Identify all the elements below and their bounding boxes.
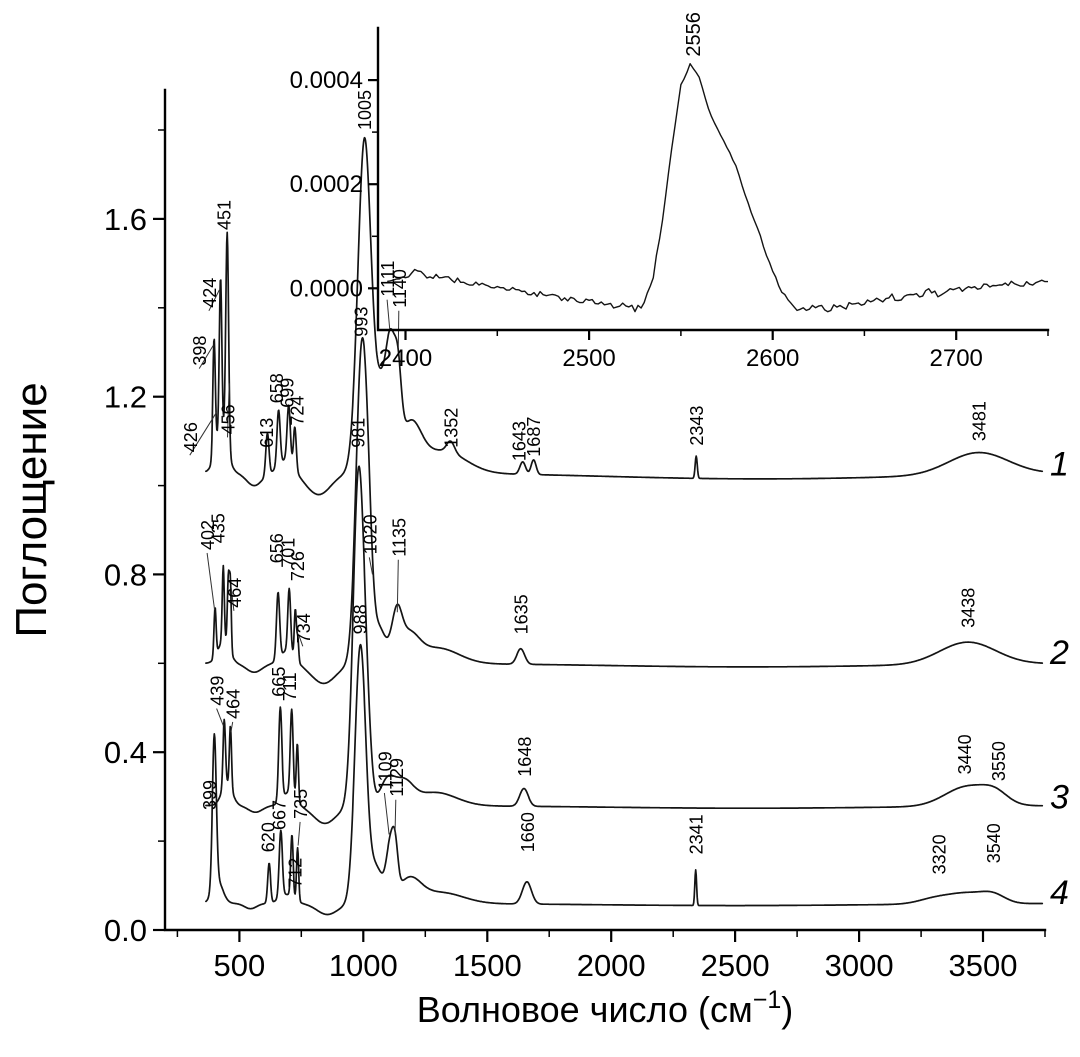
peak-label-1687: 1687 — [524, 417, 544, 457]
y-tick-label: 0.8 — [104, 557, 147, 592]
peak-label-1135: 1135 — [389, 518, 409, 557]
inset-spectrum-curve — [387, 63, 1048, 313]
peak-label-464: 464 — [224, 689, 244, 719]
x-tick-label: 2500 — [701, 948, 770, 983]
peak-label-724: 724 — [288, 396, 308, 426]
peak-label-726: 726 — [288, 551, 308, 581]
peak-label-981: 981 — [349, 418, 369, 448]
peak-label-712: 712 — [285, 858, 305, 888]
peak-label-1140: 1140 — [390, 269, 410, 308]
x-tick-label: 3000 — [825, 948, 894, 983]
peak-label-1352: 1352 — [442, 408, 462, 448]
x-tick-label: 1000 — [329, 948, 398, 983]
peak-label-658: 658 — [267, 373, 287, 403]
peak-label-1660: 1660 — [518, 812, 538, 852]
y-tick-label: 1.2 — [104, 380, 147, 415]
inset-y-tick-label: 0.0004 — [290, 67, 363, 94]
peak-label-1643: 1643 — [510, 421, 530, 461]
peak-label-1020: 1020 — [360, 514, 380, 554]
peak-label-711: 711 — [280, 672, 300, 701]
y-tick-label: 0.4 — [104, 735, 147, 770]
spectrum-curve-2 — [205, 336, 1044, 685]
peak-label-656: 656 — [267, 533, 287, 563]
peak-label-2343: 2343 — [687, 406, 707, 446]
inset-x-tick-label: 2700 — [930, 345, 983, 372]
inset-x-tick-label: 2600 — [746, 345, 799, 372]
x-axis-title: Волновое число (см−1) — [417, 986, 793, 1030]
peak-label-398: 398 — [190, 336, 210, 366]
curve-number-2: 2 — [1049, 634, 1069, 672]
peak-label-3481: 3481 — [969, 401, 989, 441]
curve-number-1: 1 — [1050, 445, 1069, 483]
spectrum-curve-1 — [205, 136, 1044, 496]
x-tick-label: 3500 — [949, 948, 1018, 983]
spectrum-curve-3 — [205, 465, 1044, 825]
peak-label-701: 701 — [279, 538, 299, 568]
peak-label-2341: 2341 — [687, 814, 707, 854]
peak-label-699: 699 — [278, 378, 298, 408]
peak-label-988: 988 — [350, 604, 370, 634]
peak-label-3550: 3550 — [989, 741, 1009, 781]
y-tick-label: 1.6 — [104, 202, 147, 237]
spectrum-curve-4 — [205, 643, 1044, 916]
peak-label-3440: 3440 — [955, 734, 975, 774]
y-tick-label: 0.0 — [104, 913, 147, 948]
peak-label-1635: 1635 — [512, 594, 532, 634]
inset-plot: 2400 2500 2600 2700 0.0000 0.0002 0.0004 2556 — [290, 12, 1050, 372]
peak-label-456: 456 — [219, 404, 239, 434]
main-axes: 500 1000 1500 2000 2500 3000 3500 0.0 0.4 0.8 1.2 1… — [104, 88, 1047, 983]
peak-label-1129: 1129 — [387, 758, 407, 797]
peak-label-3320: 3320 — [929, 834, 949, 874]
inset-y-tick-label: 0.0002 — [290, 171, 363, 198]
curve-number-4: 4 — [1050, 874, 1069, 912]
peak-label-735: 735 — [291, 789, 311, 819]
peak-label-426: 426 — [181, 422, 201, 452]
peak-label-3438: 3438 — [959, 588, 979, 628]
peak-label-424: 424 — [200, 278, 220, 308]
inset-peak-label-2556: 2556 — [683, 12, 705, 57]
peak-label-734: 734 — [294, 613, 314, 643]
peak-label-1005: 1005 — [355, 90, 375, 130]
y-axis-title: Поглощение — [7, 382, 56, 637]
peak-label-1648: 1648 — [515, 737, 535, 777]
inset-x-tick-label: 2500 — [562, 345, 615, 372]
peak-label-464: 464 — [225, 578, 245, 608]
x-tick-label: 500 — [214, 948, 266, 983]
peak-label-402: 402 — [198, 520, 218, 550]
inset-y-tick-label: 0.0000 — [290, 275, 363, 302]
peak-label-439: 439 — [208, 676, 228, 706]
peak-label-993: 993 — [352, 307, 372, 337]
peak-label-399: 399 — [200, 780, 220, 810]
inset-x-tick-label: 2400 — [379, 345, 432, 372]
peak-label-451: 451 — [215, 200, 235, 230]
peak-label-1111: 1111 — [378, 261, 398, 297]
peak-label-613: 613 — [257, 418, 277, 448]
x-tick-label: 1500 — [453, 948, 522, 983]
peak-label-3540: 3540 — [984, 823, 1004, 863]
curve-number-3: 3 — [1050, 779, 1069, 817]
x-tick-label: 2000 — [577, 948, 646, 983]
peak-label-667: 667 — [269, 800, 289, 830]
peak-label-620: 620 — [258, 822, 278, 852]
peak-label-1109: 1109 — [375, 751, 395, 790]
peak-label-435: 435 — [209, 513, 229, 543]
peak-label-665: 665 — [269, 667, 289, 697]
